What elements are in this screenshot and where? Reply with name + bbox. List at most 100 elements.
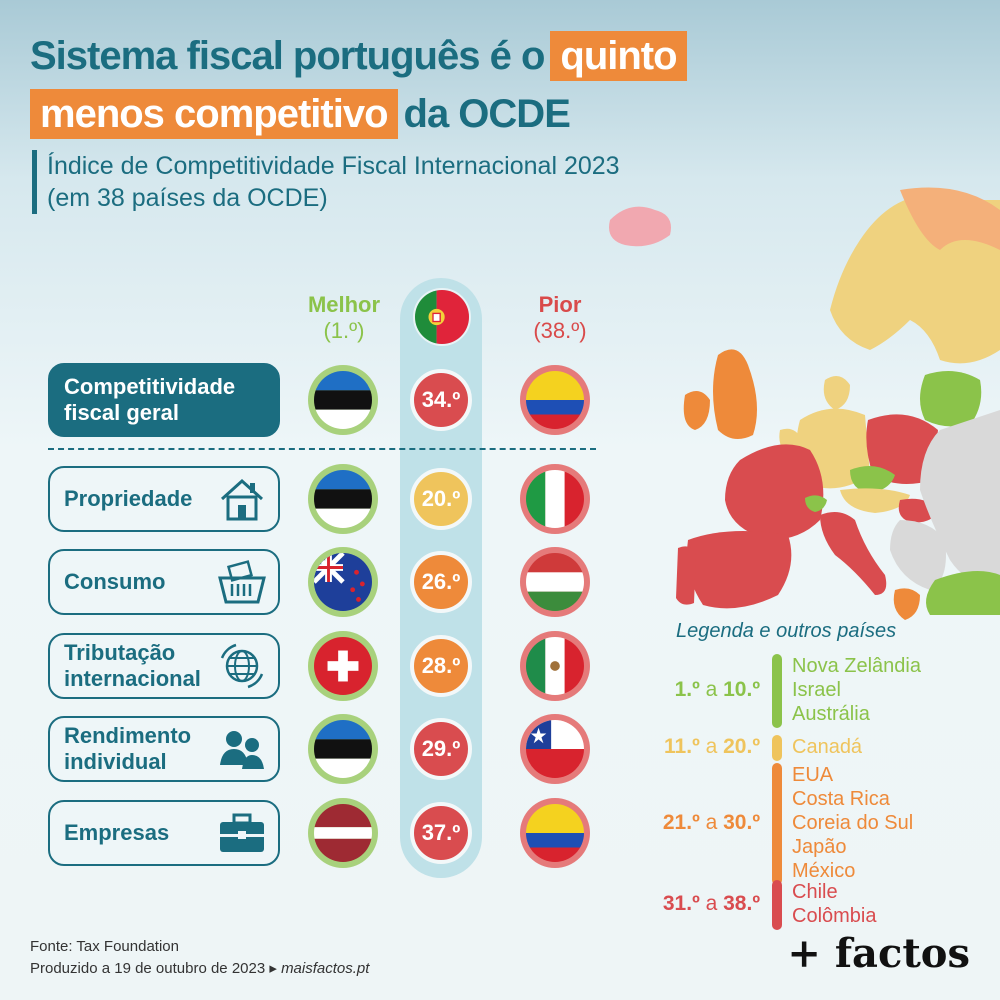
map-turkey <box>926 571 1000 615</box>
source-text: Fonte: Tax Foundation <box>30 938 179 955</box>
map-portugal <box>676 546 696 605</box>
worst-sub: (38.º) <box>533 318 587 343</box>
best-label: Melhor <box>307 292 381 317</box>
produced-text: Produzido a 19 de outubro de 2023 ▸ <box>30 960 277 977</box>
range-from: 1.º <box>674 678 700 701</box>
people-icon <box>216 723 268 775</box>
range-to: 38.º <box>723 892 760 915</box>
worst-colombia-flag <box>520 365 590 435</box>
range-sep: a <box>705 892 718 915</box>
map-greece <box>893 588 920 620</box>
map-denmark <box>823 376 850 410</box>
legend-range-4: 31.º a 38.º <box>650 892 760 916</box>
brand-logo: + factos <box>787 930 970 977</box>
subtitle-line2: (em 38 países da OCDE) <box>47 184 328 212</box>
map-switzerland <box>805 495 827 512</box>
map-baltics <box>920 371 982 427</box>
map-austria <box>840 488 910 513</box>
row-label-6: Empresas <box>48 800 280 866</box>
house-icon <box>216 473 268 525</box>
title-highlight-quinto: quinto <box>550 31 687 81</box>
legend-bar-4 <box>772 880 782 930</box>
worst-colombia-flag <box>520 798 590 868</box>
legend-range-1: 1.º a 10.º <box>650 678 760 702</box>
worst-column-header: Pior (38.º) <box>512 292 608 344</box>
row-label-3: Consumo <box>48 549 280 615</box>
legend-country: Austrália <box>792 703 870 725</box>
best-estonia-flag <box>308 365 378 435</box>
map-france <box>725 444 824 540</box>
row-label-text: Tributação internacional <box>64 640 201 691</box>
legend-bar-2 <box>772 735 782 761</box>
map-east <box>920 410 1000 583</box>
europe-map <box>609 187 1000 620</box>
dashed-divider <box>48 448 596 450</box>
range-from: 31.º <box>662 892 700 915</box>
row-label-text: Empresas <box>64 820 170 845</box>
legend-country: Japão <box>792 836 847 858</box>
legend-countries-2: Canadá <box>792 735 862 759</box>
range-to: 30.º <box>723 811 760 834</box>
legend-countries-3: EUA Costa Rica Coreia do Sul Japão México <box>792 763 913 883</box>
legend-country: México <box>792 860 856 882</box>
row-label-5: Rendimento individual <box>48 716 280 782</box>
best-new-zealand-flag <box>308 547 378 617</box>
row-label-text: Rendimento individual <box>64 723 192 774</box>
worst-hungary-flag <box>520 547 590 617</box>
map-ireland <box>683 391 710 430</box>
best-latvia-flag <box>308 798 378 868</box>
worst-label: Pior <box>538 292 582 317</box>
map-czechia <box>850 466 895 493</box>
portugal-rank: 29.º <box>410 718 472 780</box>
portugal-rank: 34.º <box>410 369 472 431</box>
map-uk <box>713 349 757 439</box>
best-switzerland-flag <box>308 631 378 701</box>
map-iceland <box>609 206 671 247</box>
legend-country: Coreia do Sul <box>792 812 914 834</box>
range-sep: a <box>705 678 718 701</box>
range-from: 11.º <box>664 735 700 758</box>
range-from: 21.º <box>662 811 700 834</box>
legend-countries-4: Chile Colômbia <box>792 880 876 928</box>
subtitle: Índice de Competitividade Fiscal Interna… <box>32 150 620 214</box>
row-label-text: Consumo <box>64 569 166 594</box>
legend-country: Chile <box>792 881 838 903</box>
site-link[interactable]: maisfactos.pt <box>281 960 370 977</box>
legend-country: Nova Zelândia <box>792 655 921 677</box>
briefcase-icon <box>216 807 268 859</box>
legend-range-2: 11.º a 20.º <box>650 735 760 759</box>
best-estonia-flag <box>308 714 378 784</box>
legend-country: Colômbia <box>792 905 877 927</box>
map-italy <box>820 511 887 595</box>
range-to: 20.º <box>723 735 760 758</box>
legend-country: Canadá <box>792 736 863 758</box>
legend-bar-3 <box>772 763 782 885</box>
portugal-rank: 20.º <box>410 468 472 530</box>
range-sep: a <box>705 735 718 758</box>
row-label-1: Competitividade fiscal geral <box>48 363 280 437</box>
title-line2: da OCDE <box>403 91 571 136</box>
row-label-text: Competitividade fiscal geral <box>64 374 236 425</box>
row-label-2: Propriedade <box>48 466 280 532</box>
legend-countries-1: Nova Zelândia Israel Austrália <box>792 654 921 726</box>
row-label-4: Tributação internacional <box>48 633 280 699</box>
portugal-flag <box>413 288 471 346</box>
subtitle-line1: Índice de Competitividade Fiscal Interna… <box>47 152 620 180</box>
map-spain <box>687 531 792 609</box>
portugal-rank: 26.º <box>410 551 472 613</box>
map-poland <box>866 414 938 484</box>
worst-chile-flag <box>520 714 590 784</box>
range-sep: a <box>705 811 718 834</box>
row-label-text: Propriedade <box>64 486 193 511</box>
title-line1: Sistema fiscal português é o <box>30 33 545 78</box>
best-column-header: Melhor (1.º) <box>298 292 390 344</box>
map-balkans <box>890 520 946 590</box>
legend-country: Costa Rica <box>792 788 890 810</box>
legend-title: Legenda e outros países <box>676 620 897 642</box>
title: Sistema fiscal português é o quinto meno… <box>30 30 730 146</box>
best-sub: (1.º) <box>323 318 365 343</box>
legend-country: Israel <box>792 679 841 701</box>
portugal-rank: 37.º <box>410 802 472 864</box>
legend-bar-1 <box>772 654 782 728</box>
basket-icon <box>216 556 268 608</box>
